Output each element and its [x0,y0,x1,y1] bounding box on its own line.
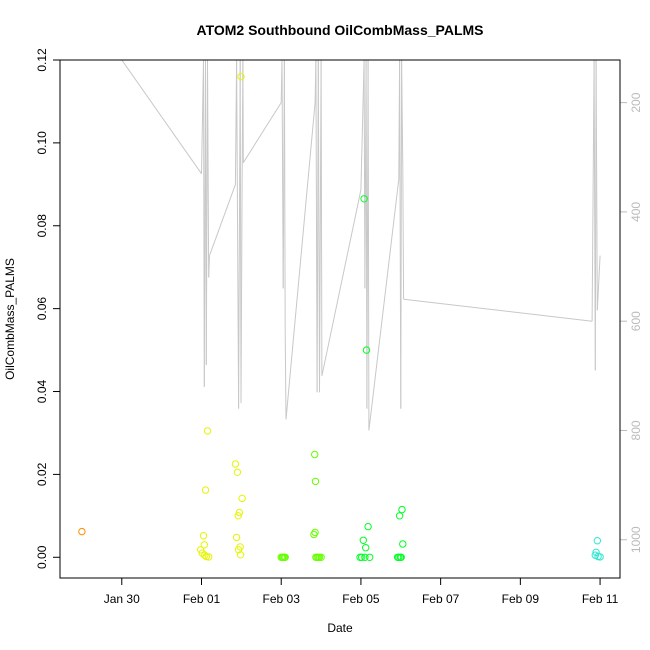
data-point [397,553,405,561]
data-point [281,553,289,561]
x-tick-label: Feb 01 [183,592,221,606]
y2-tick-label: 800 [629,420,643,440]
data-point [231,460,240,468]
data-point [237,72,245,81]
secondary-line-segment [368,179,400,431]
secondary-line-segment [400,59,403,409]
secondary-line-segment [284,332,287,420]
data-point [596,553,604,561]
x-tick-label: Feb 05 [342,592,380,606]
data-point [234,512,242,520]
y-tick-label: 0.08 [35,214,49,238]
data-point [236,543,244,551]
secondary-line-segment [240,184,243,404]
data-point [398,505,406,514]
data-point [360,195,368,203]
data-point [233,468,242,476]
data-point [235,508,244,517]
secondary-line-segment [320,59,323,376]
data-point [361,553,369,561]
axes-layer: Jan 30 Feb 01 Feb 03 Feb 05 Feb 07 Feb 09 Feb … [35,48,643,606]
x-tick-label: Feb 11 [582,592,619,606]
data-point [201,551,209,559]
secondary-line-segment [236,59,240,409]
data-point [359,536,367,544]
y-tick-label: 0.06 [35,297,49,321]
data-point [362,346,371,354]
secondary-line-segment [207,59,210,278]
data-point [201,486,210,494]
x-tick-label: Jan 30 [104,592,140,606]
y-tick-label: 0.04 [35,380,49,404]
secondary-line-segment [591,59,595,322]
secondary-line-segment [321,189,362,376]
secondary-line-segment [403,298,593,322]
data-point [238,494,246,503]
data-point [311,450,319,459]
data-point [592,548,600,556]
secondary-line-segment [209,184,236,256]
x-tick-label: Feb 03 [263,592,301,606]
y2-tick-label: 600 [629,311,643,331]
x-tick-label: Feb 07 [422,592,460,606]
data-point [395,512,404,520]
y-tick-label: 0.12 [35,48,49,72]
secondary-line-segment [596,255,601,311]
data-point [203,427,212,435]
data-point [236,551,245,559]
chart-title: ATOM2 Southbound OilCombMass_PALMS [197,22,484,38]
y2-tick-label: 1000 [629,526,643,553]
y-tick-label: 0.00 [35,545,49,569]
secondary-line-segment [285,102,316,420]
data-point [364,522,372,531]
data-point [200,541,209,549]
data-point [399,540,407,548]
data-point [311,477,320,486]
data-point [358,553,366,561]
secondary-line-segment [367,59,370,431]
plot-frame [59,59,621,579]
secondary-line-layer [70,59,601,431]
secondary-line-segment [283,59,286,333]
y-tick-label: 0.10 [35,131,49,155]
y-tick-label: 0.02 [35,462,49,486]
secondary-line-segment [401,59,404,169]
data-point [311,528,319,537]
data-point [362,544,370,552]
x-axis-label: Date [327,621,353,635]
secondary-line-segment [242,102,282,163]
data-point [317,553,325,561]
secondary-line-segment [595,59,598,311]
data-point [232,533,241,542]
data-point [78,527,86,536]
secondary-line-segment [402,168,405,300]
y2-tick-label: 400 [629,202,643,222]
secondary-line-segment [360,59,365,191]
data-point [366,553,374,561]
y-axis-label: OilCombMass_PALMS [3,258,17,380]
secondary-line-segment [121,59,202,174]
secondary-line-segment [208,255,210,278]
data-point [205,553,213,561]
data-point [199,532,208,540]
y2-tick-label: 200 [629,92,643,112]
points-layer [78,72,604,561]
x-tick-label: Feb 09 [502,592,540,606]
data-point [593,537,601,545]
